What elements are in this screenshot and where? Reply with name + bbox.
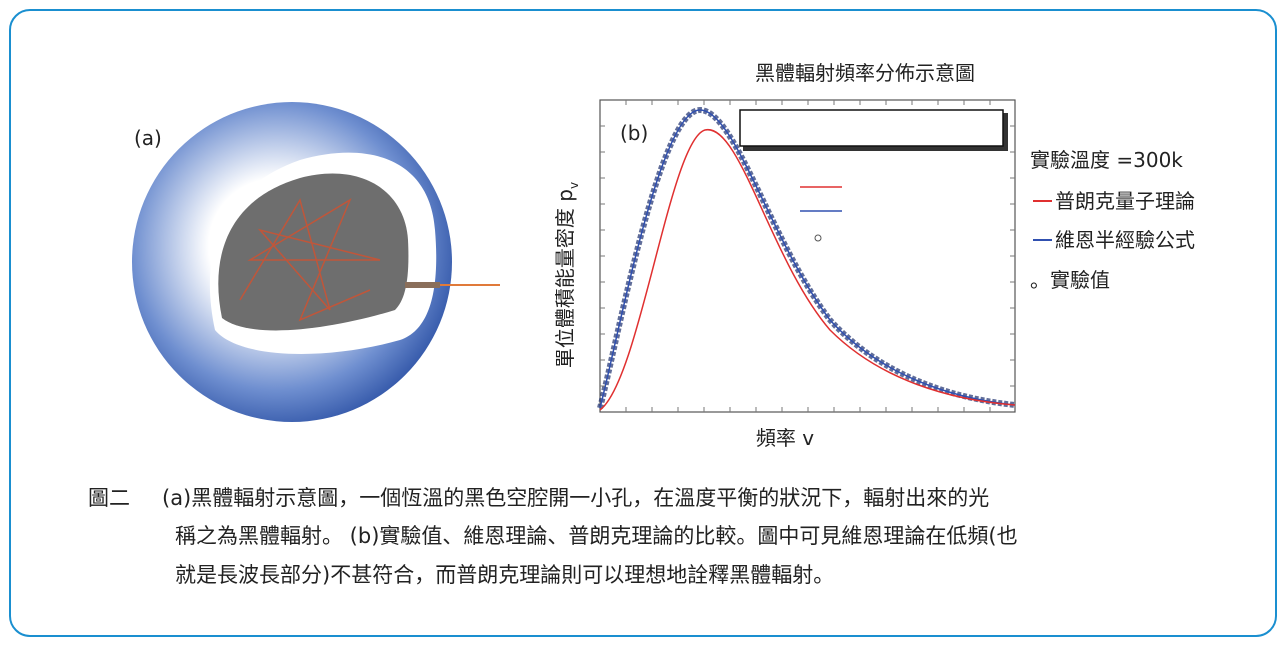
legend-wien: 維恩半經驗公式 bbox=[1055, 228, 1195, 252]
legend-experiment: 。實驗值 bbox=[1030, 268, 1110, 292]
caption-label: 圖二 bbox=[88, 486, 130, 510]
caption-line: 就是長波長部分)不甚符合，而普朗克理論則可以理想地詮釋黑體輻射。 bbox=[175, 563, 834, 587]
hole bbox=[405, 282, 440, 288]
caption-line: (a)黑體輻射示意圖，一個恆溫的黑色空腔開一小孔，在溫度平衡的狀況下，輻射出來的… bbox=[162, 486, 989, 510]
y-axis-label: 單位體積能量密度 pv bbox=[553, 182, 581, 368]
caption-line: 稱之為黑體輻射。 (b)實驗值、維恩理論、普朗克理論的比較。圖中可見維恩理論在低… bbox=[175, 524, 1018, 548]
x-axis-label: 頻率 v bbox=[756, 426, 814, 450]
panel-a-label: (a) bbox=[134, 126, 162, 150]
panel-b-label: (b) bbox=[620, 121, 648, 145]
y-label-main: 單位體積能量密度 p bbox=[553, 189, 577, 368]
y-label-sub: v bbox=[567, 182, 581, 189]
legend-title: 實驗溫度 =300k bbox=[1030, 148, 1183, 172]
legend-planck: 普朗克量子理論 bbox=[1055, 189, 1195, 213]
chart-title: 黑體輻射頻率分佈示意圖 bbox=[755, 61, 975, 85]
page: (a) 黑體輻射頻率分佈示意圖 (b) 單位體積能量密度 pv 頻率 v 實驗溫… bbox=[0, 0, 1287, 646]
figure: (a) 黑體輻射頻率分佈示意圖 (b) 單位體積能量密度 pv 頻率 v 實驗溫… bbox=[0, 0, 1287, 646]
inner-box bbox=[740, 110, 1003, 146]
